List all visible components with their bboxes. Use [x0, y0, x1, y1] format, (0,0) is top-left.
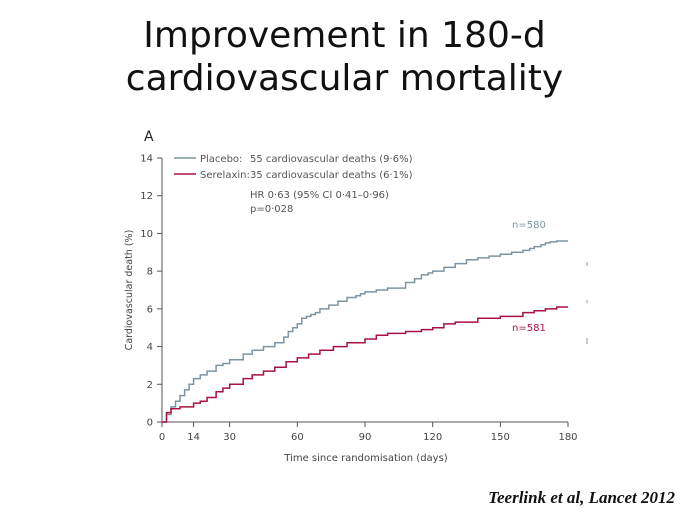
x-tick-label: 90	[359, 432, 372, 443]
series-line-serelaxin	[162, 306, 568, 423]
y-tick-label: 12	[140, 191, 153, 202]
y-axis-label: Cardiovascular death (%)	[124, 230, 135, 351]
y-tick-label: 6	[147, 304, 153, 315]
y-tick-label: 4	[147, 342, 153, 353]
x-axis-label: Time since randomisation (days)	[283, 453, 448, 464]
series-end-label-serelaxin: n=581	[512, 323, 546, 334]
legend: Placebo: 55 cardiovascular deaths (9·6%)…	[174, 154, 413, 215]
x-tick-label: 30	[223, 432, 236, 443]
x-tick-label: 120	[423, 432, 442, 443]
slide-title-line-2: cardiovascular mortality	[125, 58, 564, 99]
panel-label: A	[144, 129, 154, 145]
x-tick-label: 60	[291, 432, 304, 443]
hazard-ratio: HR 0·63 (95% CI 0·41–0·96)	[250, 190, 389, 201]
series-layer: n=580 n=581	[162, 220, 568, 423]
legend-text-placebo: 55 cardiovascular deaths (9·6%)	[250, 154, 413, 165]
legend-label-placebo: Placebo:	[200, 154, 242, 165]
axes: 0 2 4 6 8 10 12 14 0 14 30 60 90 120 150 180	[140, 154, 577, 444]
citation: Teerlink et al, Lancet 2012	[488, 488, 675, 507]
legend-text-serelaxin: 35 cardiovascular deaths (6·1%)	[250, 170, 413, 181]
y-tick-label: 10	[140, 229, 153, 240]
p-value: p=0·028	[250, 204, 293, 215]
x-tick-label: 150	[491, 432, 510, 443]
y-tick-label: 2	[147, 380, 153, 391]
y-tick-label: 8	[147, 267, 153, 278]
slide-title-line-1: Improvement in 180-d	[143, 15, 546, 56]
y-tick-label: 14	[140, 154, 153, 165]
x-tick-label: 180	[558, 432, 577, 443]
x-tick-label: 0	[159, 432, 165, 443]
series-line-placebo	[162, 240, 568, 423]
series-end-label-placebo: n=580	[512, 220, 546, 231]
legend-label-serelaxin: Serelaxin:	[200, 170, 250, 181]
slide-title: Improvement in 180-d cardiovascular mort…	[0, 14, 689, 100]
x-tick-label: 14	[187, 432, 200, 443]
y-tick-label: 0	[147, 418, 153, 429]
